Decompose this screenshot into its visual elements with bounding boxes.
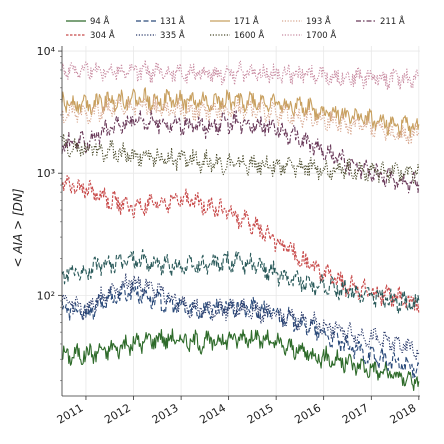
legend-label: 94 Å: [90, 15, 110, 27]
y-tick-label: 10²: [37, 289, 55, 302]
grid: [62, 46, 420, 396]
series-line: [61, 249, 420, 314]
x-tick-label: 2014: [197, 401, 228, 426]
legend-label: 1700 Å: [306, 29, 336, 41]
series-line: [61, 282, 420, 379]
x-tick-label: 2015: [245, 401, 276, 426]
series-line: [61, 95, 420, 145]
series-line: [61, 59, 420, 91]
legend-label: 131 Å: [160, 15, 185, 27]
y-tick-label: 10³: [37, 167, 55, 180]
series-line: [61, 133, 420, 184]
series-line: [61, 175, 420, 314]
x-tick-label: 2018: [388, 401, 419, 426]
series-line: [61, 328, 420, 392]
legend-label: 211 Å: [380, 15, 405, 27]
legend: 94 Å 131 Å 171 Å 193 Å 211 Å 304 Å 335 Å 1600 Å…: [66, 15, 405, 41]
series-line: [61, 110, 420, 194]
series-layer: [61, 59, 420, 392]
x-tick-label: 2011: [55, 401, 86, 426]
legend-label: 304 Å: [90, 29, 115, 41]
legend-label: 171 Å: [234, 15, 259, 27]
legend-label: 193 Å: [306, 15, 331, 27]
series-line: [61, 272, 420, 361]
y-tick-label: 10⁴: [37, 45, 56, 58]
x-tick-label: 2016: [292, 401, 323, 426]
legend-label: 1600 Å: [234, 29, 264, 41]
legend-label: 335 Å: [160, 29, 185, 41]
x-tick-label: 2012: [102, 401, 133, 426]
x-tick-label: 2017: [340, 401, 371, 426]
series-line: [61, 87, 420, 138]
x-tick-label: 2013: [150, 401, 181, 426]
y-axis-label: < AIA > [DN]: [11, 188, 25, 267]
